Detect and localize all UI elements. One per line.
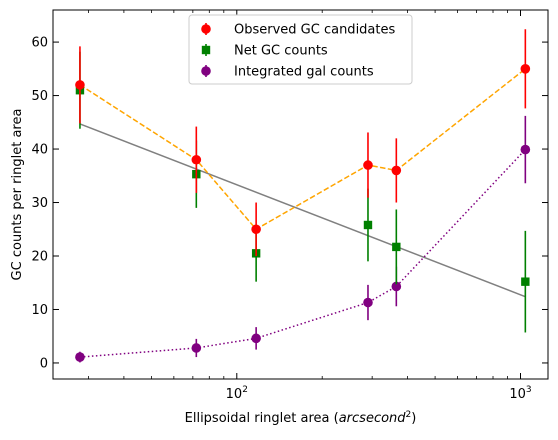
data-point bbox=[363, 160, 373, 170]
y-tick-label: 40 bbox=[31, 143, 48, 158]
series-line-0 bbox=[79, 68, 526, 231]
plot-frame bbox=[52, 9, 549, 380]
series-points bbox=[75, 29, 531, 363]
y-tick-label: 60 bbox=[31, 36, 48, 51]
y-tick-label: 20 bbox=[31, 250, 48, 265]
legend-label: Net GC counts bbox=[234, 44, 328, 59]
y-tick-label: 10 bbox=[31, 303, 48, 318]
data-point bbox=[191, 343, 202, 353]
y-axis-label: GC counts per ringlet area bbox=[10, 109, 25, 281]
fit-line bbox=[79, 123, 526, 298]
data-point bbox=[363, 220, 373, 230]
y-tick-label: 30 bbox=[31, 196, 48, 211]
series-line-2 bbox=[79, 149, 526, 358]
data-point bbox=[191, 154, 202, 165]
series-lines bbox=[79, 68, 526, 358]
y-tick-label: 50 bbox=[31, 89, 48, 104]
y-tick-label: 0 bbox=[40, 356, 48, 371]
legend-label: Observed GC candidates bbox=[234, 23, 395, 38]
data-point bbox=[520, 64, 531, 74]
x-tick-label: 102 bbox=[226, 385, 248, 402]
data-point bbox=[392, 242, 401, 252]
data-point bbox=[251, 333, 261, 344]
legend-label: Integrated gal counts bbox=[234, 65, 374, 80]
data-point bbox=[391, 281, 402, 292]
x-tick-label: 103 bbox=[509, 385, 531, 402]
data-point bbox=[520, 144, 531, 155]
data-point bbox=[391, 165, 402, 176]
data-point bbox=[251, 224, 261, 235]
legend-marker bbox=[201, 45, 211, 55]
data-point bbox=[363, 297, 373, 308]
x-axis-label: Ellipsoidal ringlet area (arcsecond2) bbox=[185, 410, 417, 426]
data-point bbox=[75, 352, 85, 362]
tick-labels: 0 10 20 30 40 50 60 102 103 bbox=[31, 36, 531, 402]
legend-marker bbox=[201, 66, 211, 76]
legend-marker bbox=[201, 24, 211, 34]
legend-box bbox=[188, 14, 413, 85]
axis-ticks bbox=[53, 10, 548, 379]
legend: Observed GC candidates Net GC counts Integ… bbox=[188, 14, 413, 85]
data-point bbox=[521, 277, 530, 286]
data-point bbox=[75, 80, 85, 90]
